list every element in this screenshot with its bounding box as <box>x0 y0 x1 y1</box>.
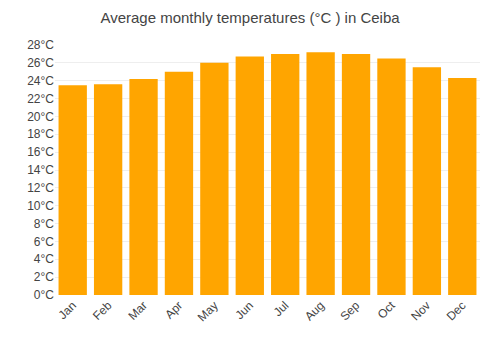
svg-text:22°C: 22°C <box>27 92 54 106</box>
svg-text:Aug: Aug <box>302 298 327 323</box>
svg-text:May: May <box>195 298 221 324</box>
svg-text:16°C: 16°C <box>27 145 54 159</box>
svg-text:Sep: Sep <box>337 298 362 323</box>
svg-text:26°C: 26°C <box>27 56 54 70</box>
svg-text:14°C: 14°C <box>27 163 54 177</box>
svg-text:28°C: 28°C <box>27 38 54 52</box>
svg-text:10°C: 10°C <box>27 199 54 213</box>
svg-text:Average monthly temperatures (: Average monthly temperatures (°C ) in Ce… <box>100 9 400 26</box>
svg-text:Apr: Apr <box>162 298 185 321</box>
svg-text:24°C: 24°C <box>27 74 54 88</box>
svg-text:Jun: Jun <box>233 298 257 322</box>
svg-text:Mar: Mar <box>125 298 150 323</box>
svg-text:Jul: Jul <box>271 298 292 319</box>
svg-text:Feb: Feb <box>90 298 115 323</box>
svg-text:Dec: Dec <box>444 298 469 323</box>
svg-text:8°C: 8°C <box>34 217 54 231</box>
svg-text:4°C: 4°C <box>34 252 54 266</box>
svg-text:Oct: Oct <box>375 298 399 322</box>
svg-text:12°C: 12°C <box>27 181 54 195</box>
svg-text:Jan: Jan <box>55 298 79 322</box>
svg-text:2°C: 2°C <box>34 270 54 284</box>
svg-text:20°C: 20°C <box>27 110 54 124</box>
svg-text:6°C: 6°C <box>34 235 54 249</box>
svg-text:0°C: 0°C <box>34 288 54 302</box>
svg-text:18°C: 18°C <box>27 127 54 141</box>
svg-text:Nov: Nov <box>408 298 433 323</box>
